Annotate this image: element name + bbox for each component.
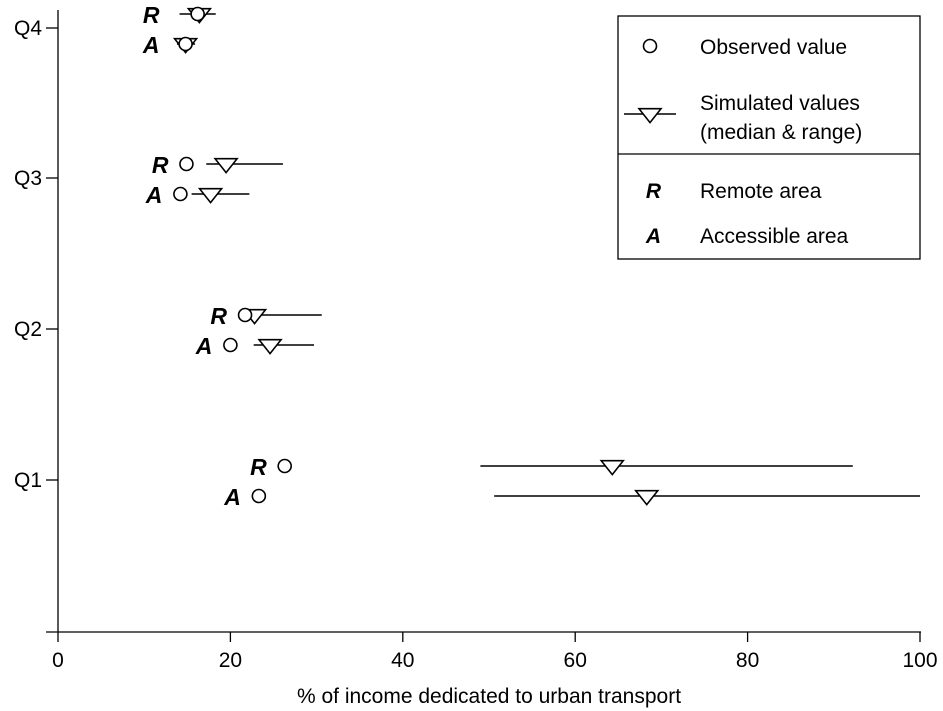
observed-marker: [190, 6, 205, 22]
x-tick-label: 100: [902, 649, 937, 672]
simulated-median-marker: [213, 157, 239, 174]
legend-area-symbol: R: [646, 180, 662, 203]
legend-area-symbol: A: [645, 225, 661, 248]
observed-marker: [251, 488, 267, 504]
legend-label: Accessible area: [700, 225, 849, 248]
area-label: A: [142, 32, 160, 58]
axes: 0 20 40 60 80 100 Q1 Q2 Q3 Q4 % of income dedicate…: [14, 10, 938, 708]
observed-marker: [223, 337, 238, 353]
area-label: A: [195, 333, 213, 359]
observed-marker: [277, 458, 293, 474]
x-tick-label: 0: [52, 649, 64, 672]
y-tick-label: Q3: [14, 167, 42, 190]
area-label: A: [223, 484, 241, 510]
area-label: A: [145, 182, 163, 208]
area-label: R: [210, 303, 227, 329]
simulated-median-marker: [197, 187, 224, 204]
simulated-median-marker: [634, 489, 660, 506]
legend-label: (median & range): [700, 121, 862, 144]
observed-marker: [237, 307, 253, 323]
x-tick-label: 60: [564, 649, 587, 672]
x-tick-label: 40: [391, 649, 414, 672]
legend-label: Simulated values: [700, 92, 860, 115]
y-tick-label: Q1: [14, 469, 42, 492]
x-axis-title: % of income dedicated to urban transport: [297, 685, 681, 708]
area-label: R: [152, 152, 169, 178]
area-label: R: [143, 2, 160, 28]
observed-marker: [173, 186, 188, 202]
legend-label: Remote area: [700, 180, 822, 203]
area-label: R: [250, 454, 267, 480]
legend-label: Observed value: [700, 36, 847, 59]
observed-marker: [178, 36, 193, 52]
observed-marker: [179, 156, 194, 172]
y-tick-label: Q2: [14, 318, 42, 341]
x-tick-label: 20: [219, 649, 242, 672]
legend-circle-icon: [642, 38, 658, 54]
simulated-median-marker: [257, 338, 283, 355]
y-tick-label: Q4: [14, 17, 42, 40]
x-tick-label: 80: [736, 649, 759, 672]
legend: Observed value Simulated values (median & …: [617, 15, 921, 260]
legend-box: [617, 15, 921, 260]
simulated-median-marker: [599, 459, 625, 476]
legend-triangle-icon: [637, 107, 663, 124]
